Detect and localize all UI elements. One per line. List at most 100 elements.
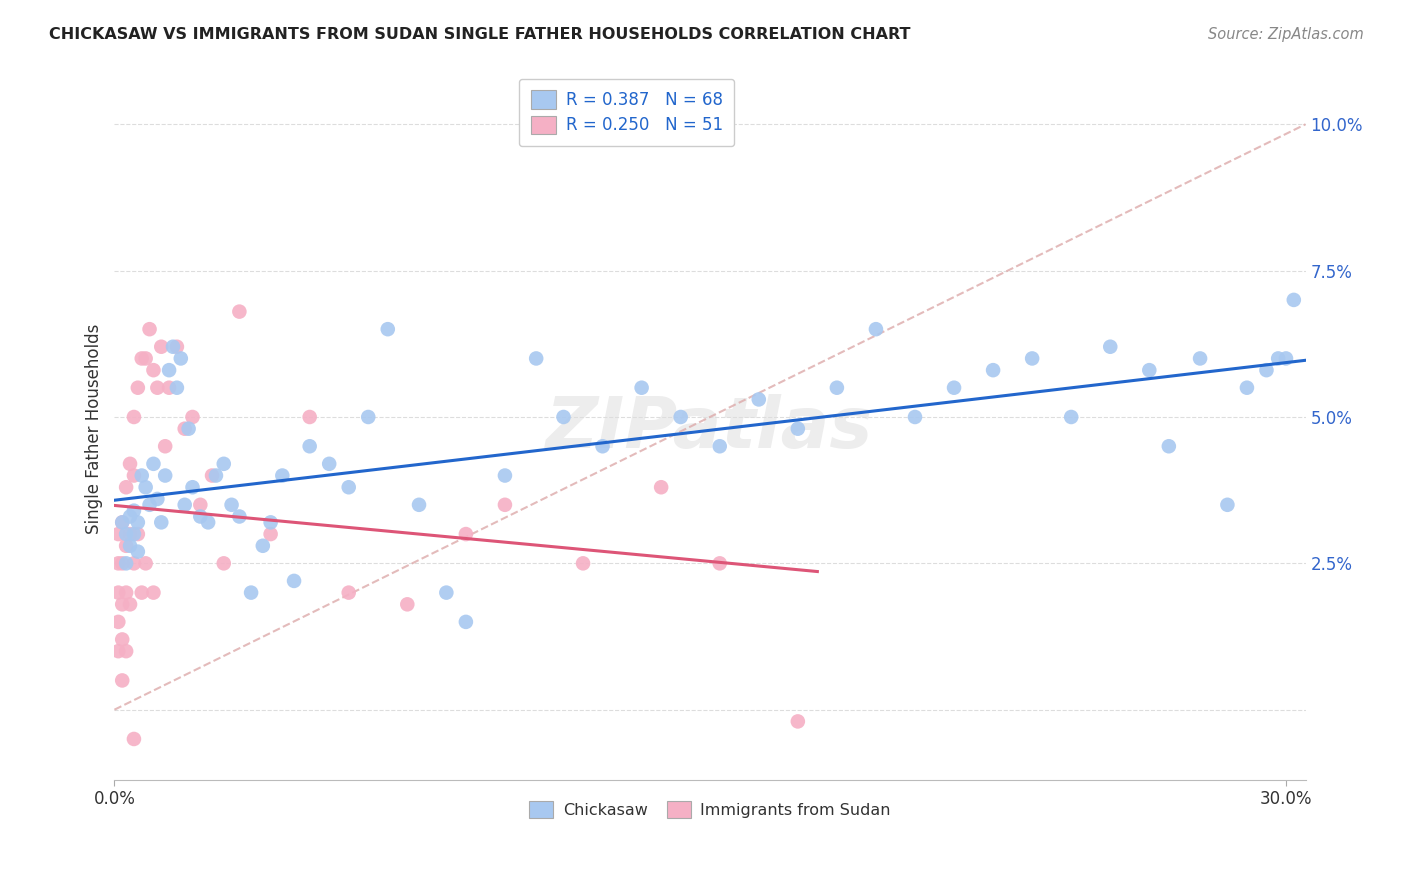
Point — [1282, 293, 1305, 307]
Text: ZIPatlas: ZIPatlas — [547, 394, 873, 463]
Point — [748, 392, 770, 407]
Point — [434, 585, 457, 599]
Point — [592, 439, 614, 453]
Point — [786, 422, 808, 436]
Point — [107, 615, 129, 629]
Point — [162, 340, 184, 354]
Point — [650, 480, 672, 494]
Point — [318, 457, 340, 471]
Point — [181, 409, 204, 424]
Point — [786, 714, 808, 729]
Y-axis label: Single Father Households: Single Father Households — [86, 324, 103, 534]
Point — [337, 480, 360, 494]
Point — [146, 491, 169, 506]
Point — [111, 673, 134, 688]
Point — [240, 585, 263, 599]
Point — [865, 322, 887, 336]
Point — [131, 351, 153, 366]
Point — [1099, 340, 1122, 354]
Point — [709, 557, 731, 571]
Point — [170, 351, 193, 366]
Point — [205, 468, 228, 483]
Point — [127, 544, 149, 558]
Point — [131, 585, 153, 599]
Text: Source: ZipAtlas.com: Source: ZipAtlas.com — [1208, 27, 1364, 42]
Point — [259, 527, 281, 541]
Point — [142, 363, 165, 377]
Point — [122, 557, 145, 571]
Point — [1060, 409, 1083, 424]
Text: CHICKASAW VS IMMIGRANTS FROM SUDAN SINGLE FATHER HOUSEHOLDS CORRELATION CHART: CHICKASAW VS IMMIGRANTS FROM SUDAN SINGL… — [49, 27, 911, 42]
Point — [494, 468, 516, 483]
Point — [173, 498, 195, 512]
Point — [111, 516, 134, 530]
Point — [271, 468, 294, 483]
Point — [357, 409, 380, 424]
Point — [259, 516, 281, 530]
Point — [572, 557, 595, 571]
Point — [111, 516, 134, 530]
Point — [943, 381, 966, 395]
Point — [212, 457, 235, 471]
Point — [107, 644, 129, 658]
Point — [118, 509, 141, 524]
Point — [122, 527, 145, 541]
Point — [252, 539, 274, 553]
Point — [1275, 351, 1298, 366]
Point — [115, 539, 138, 553]
Point — [111, 632, 134, 647]
Point — [115, 480, 138, 494]
Point — [122, 731, 145, 746]
Point — [1267, 351, 1289, 366]
Point — [298, 439, 321, 453]
Point — [188, 498, 211, 512]
Point — [197, 516, 219, 530]
Point — [181, 480, 204, 494]
Point — [127, 381, 149, 395]
Point — [111, 557, 134, 571]
Point — [138, 498, 160, 512]
Point — [111, 597, 134, 611]
Point — [122, 468, 145, 483]
Point — [146, 381, 169, 395]
Point — [142, 585, 165, 599]
Point — [454, 615, 477, 629]
Point — [1236, 381, 1258, 395]
Point — [122, 409, 145, 424]
Point — [150, 516, 173, 530]
Point — [115, 557, 138, 571]
Point — [825, 381, 848, 395]
Point — [1137, 363, 1160, 377]
Point — [115, 527, 138, 541]
Point — [135, 557, 157, 571]
Point — [221, 498, 243, 512]
Point — [337, 585, 360, 599]
Point — [177, 422, 200, 436]
Point — [228, 509, 250, 524]
Point — [396, 597, 419, 611]
Point — [153, 439, 176, 453]
Point — [118, 457, 141, 471]
Point — [669, 409, 692, 424]
Point — [283, 574, 305, 588]
Point — [408, 498, 430, 512]
Point — [150, 340, 173, 354]
Point — [153, 468, 176, 483]
Point — [157, 381, 180, 395]
Point — [630, 381, 652, 395]
Point — [118, 539, 141, 553]
Point — [377, 322, 399, 336]
Point — [1021, 351, 1043, 366]
Point — [131, 468, 153, 483]
Point — [127, 516, 149, 530]
Point — [166, 381, 188, 395]
Point — [1216, 498, 1239, 512]
Point — [494, 498, 516, 512]
Point — [228, 304, 250, 318]
Point — [118, 597, 141, 611]
Point — [138, 322, 160, 336]
Point — [135, 351, 157, 366]
Point — [173, 422, 195, 436]
Point — [904, 409, 927, 424]
Point — [1157, 439, 1180, 453]
